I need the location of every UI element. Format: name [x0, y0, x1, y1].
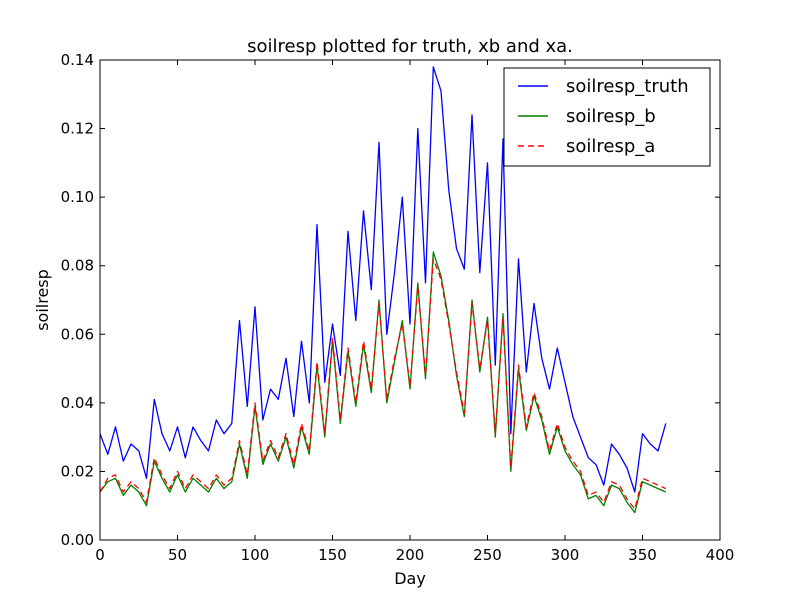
series-line-soilresp-a	[100, 258, 667, 510]
legend-label-soilresp-b: soilresp_b	[566, 106, 656, 127]
x-tick-label: 300	[551, 546, 580, 564]
x-tick-label: 200	[396, 546, 425, 564]
y-tick-label: 0.00	[61, 531, 94, 549]
series-line-soilresp-truth	[100, 66, 667, 493]
y-axis-label: soilresp	[33, 269, 52, 331]
x-axis-label: Day	[394, 569, 426, 588]
x-tick-label: 50	[168, 546, 187, 564]
x-tick-label: 250	[473, 546, 502, 564]
y-tick-label: 0.14	[61, 51, 94, 69]
y-tick-label: 0.12	[61, 120, 94, 138]
y-tick-label: 0.06	[61, 325, 94, 343]
legend-label-soilresp-truth: soilresp_truth	[566, 76, 689, 97]
legend: soilresp_truth soilresp_b soilresp_a	[503, 67, 711, 167]
y-tick-label: 0.08	[61, 257, 94, 275]
x-tick-label: 100	[241, 546, 270, 564]
x-tick-label: 350	[628, 546, 657, 564]
x-axis: 0 50 100 150 200 250 300 350 400	[95, 60, 734, 564]
legend-box	[503, 67, 711, 167]
y-tick-label: 0.04	[61, 394, 94, 412]
x-tick-label: 400	[706, 546, 735, 564]
legend-items: soilresp_truth soilresp_b soilresp_a	[518, 76, 689, 157]
x-tick-label: 150	[318, 546, 347, 564]
plot-area: 0 50 100 150 200 250 300 350 400 0.000.020.040.0…	[61, 51, 735, 564]
y-axis: 0.00 0.02 0.04 0.06 0.08 0.10 0.12 0.14	[61, 51, 720, 549]
legend-label-soilresp-a: soilresp_a	[566, 136, 655, 157]
series-layer	[100, 66, 667, 514]
y-tick-label: 0.10	[61, 188, 94, 206]
chart-title: soilresp plotted for truth, xb and xa.	[247, 36, 573, 57]
x-tick-label: 0	[95, 546, 105, 564]
y-tick-label: 0.02	[61, 462, 94, 480]
